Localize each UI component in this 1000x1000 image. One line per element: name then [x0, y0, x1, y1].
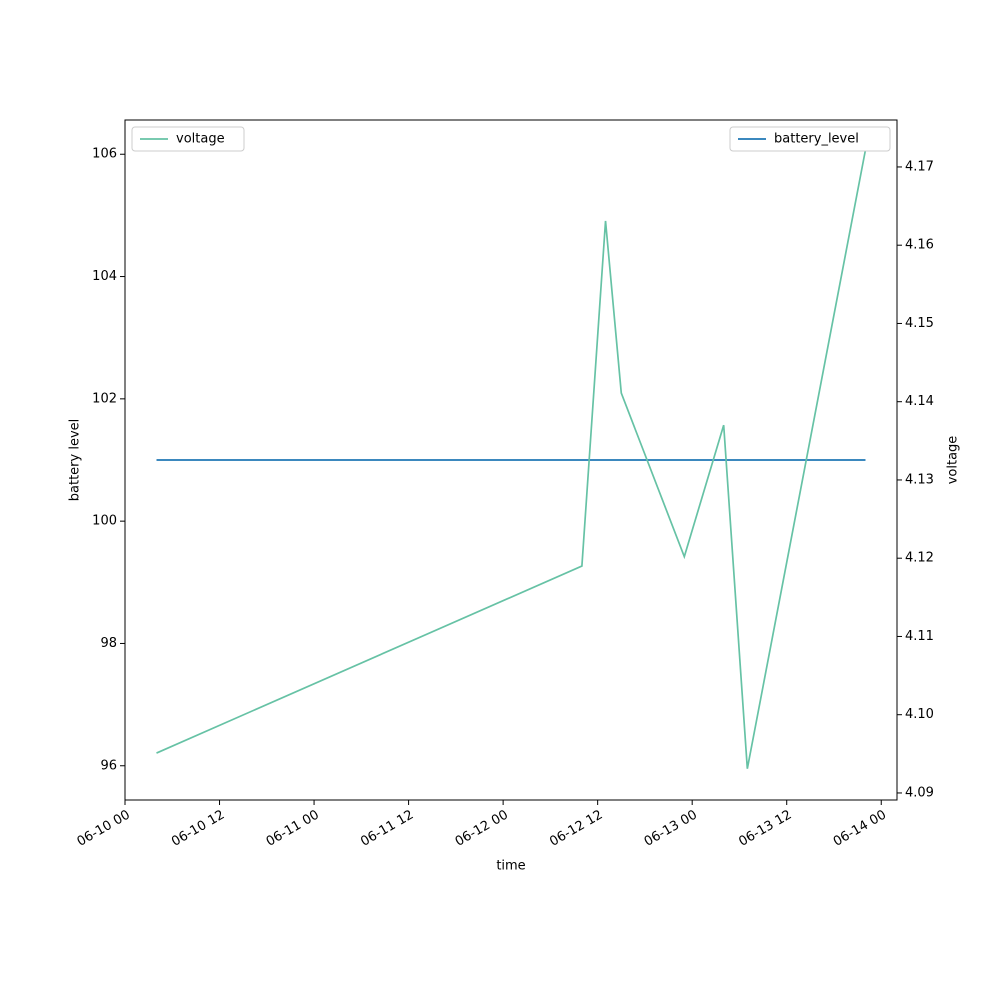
y2-tick-label: 4.16: [905, 238, 934, 253]
y-tick-label: 96: [100, 758, 117, 773]
x-axis-label: time: [496, 859, 525, 874]
x-tick-label: 06-10 12: [169, 808, 227, 850]
y-tick-label: 106: [92, 147, 117, 162]
x-tick-label: 06-10 00: [75, 808, 133, 850]
y2-tick-label: 4.12: [905, 551, 934, 566]
y2-tick-label: 4.10: [905, 707, 934, 722]
y-tick-label: 100: [92, 514, 117, 529]
y2-axis-label: voltage: [946, 436, 961, 485]
y2-tick-label: 4.17: [905, 159, 934, 174]
y-tick-label: 102: [92, 391, 117, 406]
x-tick-label: 06-12 00: [453, 808, 511, 850]
plot-frame: [124, 119, 898, 801]
x-tick-label: 06-14 00: [831, 808, 889, 850]
legend-label: battery_level: [774, 132, 859, 147]
y2-tick-label: 4.09: [905, 785, 934, 800]
legend-box: [729, 126, 891, 152]
series-line: [156, 149, 867, 769]
x-tick-label: 06-12 12: [547, 808, 605, 850]
x-tick-label: 06-13 00: [642, 808, 700, 850]
legend-box: [131, 126, 245, 152]
y2-tick-label: 4.14: [905, 394, 934, 409]
y-tick-label: 104: [92, 269, 117, 284]
y2-tick-label: 4.11: [905, 629, 934, 644]
x-tick-label: 06-11 00: [264, 808, 322, 850]
y2-tick-label: 4.15: [905, 316, 934, 331]
legend-label: voltage: [176, 132, 225, 147]
y2-tick-label: 4.13: [905, 472, 934, 487]
y-axis-label: battery level: [68, 419, 83, 502]
x-tick-label: 06-11 12: [358, 808, 416, 850]
y-tick-label: 98: [100, 636, 117, 651]
x-tick-label: 06-13 12: [736, 808, 794, 850]
